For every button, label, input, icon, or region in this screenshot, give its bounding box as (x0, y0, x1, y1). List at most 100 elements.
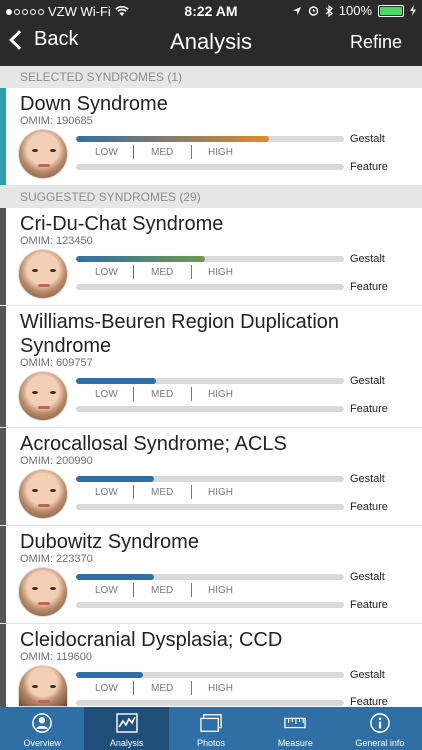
chart-icon (115, 713, 138, 733)
ruler-icon (284, 717, 307, 729)
tab-label: Overview (23, 738, 61, 748)
omim-id: OMIM: 190685 (20, 115, 93, 127)
scale-med: MED (151, 389, 174, 400)
suggested-section-header: SUGGESTED SYNDROMES (29) (0, 186, 422, 208)
feature-bar (76, 164, 344, 170)
gestalt-bar (76, 574, 344, 580)
gestalt-fill (76, 378, 157, 384)
info-icon (370, 713, 390, 733)
scale-high: HIGH (208, 487, 233, 498)
back-button[interactable]: Back (9, 28, 79, 51)
syndrome-name: Cleidocranial Dysplasia; CCD (20, 629, 283, 651)
tab-general-info[interactable]: General info (338, 707, 422, 750)
gestalt-fill (76, 136, 269, 142)
scale-low: LOW (95, 683, 118, 694)
scale-high: HIGH (208, 267, 233, 278)
syndrome-row[interactable]: Down Syndrome OMIM: 190685 Gestalt LOW M… (0, 88, 422, 186)
tab-label: Measure (277, 738, 313, 748)
face-thumbnail (18, 469, 68, 519)
tab-measure[interactable]: Measure (253, 707, 337, 750)
omim-id: OMIM: 123450 (20, 235, 93, 247)
scale-low: LOW (95, 389, 118, 400)
omim-id: OMIM: 200990 (20, 455, 93, 467)
refine-button[interactable]: Refine (349, 32, 402, 52)
score-scale: LOW MED HIGH (76, 265, 344, 281)
syndrome-name: Dubowitz Syndrome (20, 531, 199, 553)
gestalt-fill (76, 672, 143, 678)
feature-bar (76, 406, 344, 412)
feature-label: Feature (350, 696, 388, 708)
score-scale: LOW MED HIGH (76, 681, 344, 697)
feature-label: Feature (350, 501, 388, 513)
gestalt-label: Gestalt (350, 253, 385, 265)
selected-section-header: SELECTED SYNDROMES (1) (0, 66, 422, 88)
scale-high: HIGH (208, 147, 233, 158)
scale-low: LOW (95, 487, 118, 498)
scale-med: MED (151, 487, 174, 498)
gestalt-label: Gestalt (350, 375, 385, 387)
row-indicator (0, 526, 6, 623)
status-bar: VZW Wi-Fi 8:22 AM 100% (0, 0, 422, 22)
omim-id: OMIM: 223370 (20, 553, 93, 565)
alarm-icon (308, 6, 318, 16)
scale-high: HIGH (208, 585, 233, 596)
location-arrow-icon (292, 6, 301, 15)
back-label: Back (34, 28, 79, 50)
feature-label: Feature (350, 161, 388, 173)
person-circle-icon (32, 713, 53, 733)
gestalt-label: Gestalt (350, 473, 385, 485)
tab-label: Analysis (109, 738, 144, 748)
tab-bar: Overview Analysis Photos Measure General… (0, 707, 422, 750)
tab-photos[interactable]: Photos (169, 707, 253, 750)
feature-bar (76, 504, 344, 510)
scale-high: HIGH (208, 683, 233, 694)
syndrome-row[interactable]: Acrocallosal Syndrome; ACLS OMIM: 200990… (0, 428, 422, 526)
omim-id: OMIM: 609757 (20, 357, 93, 369)
tab-label: General info (355, 738, 405, 748)
battery-icon (378, 4, 404, 17)
scale-low: LOW (95, 147, 118, 158)
signal-strength-icon (6, 8, 44, 15)
gestalt-bar (76, 378, 344, 384)
feature-bar (76, 700, 344, 706)
syndrome-row[interactable]: Dubowitz Syndrome OMIM: 223370 Gestalt L… (0, 526, 422, 624)
face-thumbnail (18, 371, 68, 421)
score-scale: LOW MED HIGH (76, 145, 344, 161)
row-indicator (0, 306, 6, 427)
battery-percent: 100% (338, 3, 372, 18)
feature-label: Feature (350, 403, 388, 415)
gestalt-label: Gestalt (350, 133, 385, 145)
top-bar: VZW Wi-Fi 8:22 AM 100% Back Analysis Ref… (0, 0, 422, 66)
scale-med: MED (151, 147, 174, 158)
omim-id: OMIM: 119600 (20, 651, 92, 663)
scale-low: LOW (95, 585, 118, 596)
feature-bar (76, 602, 344, 608)
navigation-bar: Back Analysis Refine (0, 22, 422, 66)
syndrome-row[interactable]: Cri-Du-Chat Syndrome OMIM: 123450 Gestal… (0, 208, 422, 306)
syndrome-row[interactable]: Cleidocranial Dysplasia; CCD OMIM: 11960… (0, 624, 422, 708)
face-thumbnail (18, 129, 68, 179)
syndrome-name: Acrocallosal Syndrome; ACLS (20, 433, 287, 455)
gestalt-label: Gestalt (350, 571, 385, 583)
scale-high: HIGH (208, 389, 233, 400)
tab-label: Photos (197, 738, 226, 748)
status-time: 8:22 AM (184, 3, 238, 19)
tab-overview[interactable]: Overview (0, 707, 84, 750)
carrier-label: VZW Wi-Fi (48, 4, 111, 19)
gestalt-bar (76, 256, 344, 262)
syndrome-name: Cri-Du-Chat Syndrome (20, 213, 224, 235)
row-indicator (0, 208, 6, 305)
syndrome-name: Williams-Beuren Region Duplication Syndr… (20, 311, 340, 357)
gestalt-bar (76, 672, 344, 678)
scale-med: MED (151, 585, 174, 596)
scale-med: MED (151, 267, 174, 278)
score-scale: LOW MED HIGH (76, 583, 344, 599)
gestalt-bar (76, 136, 344, 142)
score-scale: LOW MED HIGH (76, 387, 344, 403)
syndrome-row[interactable]: Williams-Beuren Region Duplication Syndr… (0, 306, 422, 428)
feature-bar (76, 284, 344, 290)
tab-analysis[interactable]: Analysis (84, 707, 169, 750)
gestalt-label: Gestalt (350, 669, 385, 681)
face-thumbnail (18, 567, 68, 617)
feature-label: Feature (350, 281, 388, 293)
